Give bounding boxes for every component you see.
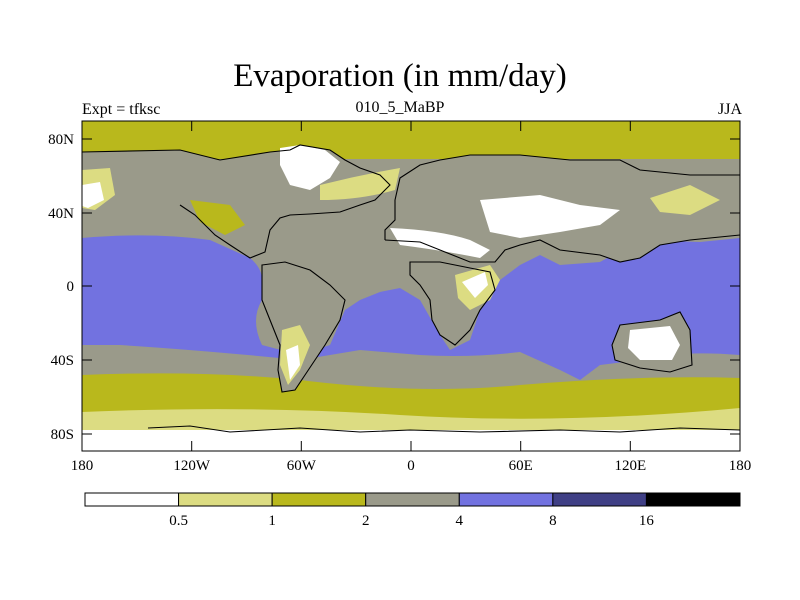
- lon-label: 180: [729, 458, 752, 474]
- period-label: 010_5_MaBP: [355, 99, 445, 116]
- color-bar-label: 1: [268, 513, 276, 529]
- coastlines: [82, 144, 740, 433]
- chart-title: Evaporation (in mm/day): [233, 58, 567, 94]
- map-field: [82, 121, 740, 451]
- field-dry-east-africa: [462, 272, 488, 298]
- color-bar-swatch: [458, 492, 554, 507]
- lon-label: 120E: [614, 458, 646, 474]
- color-bar-label: 16: [639, 513, 655, 529]
- color-bar-swatch: [645, 492, 741, 507]
- lon-label: 60E: [509, 458, 533, 474]
- color-bar: [84, 492, 741, 507]
- field-dry-sahara: [390, 228, 490, 258]
- color-bar-swatch: [178, 492, 273, 507]
- color-bar-label: 0.5: [169, 513, 188, 529]
- lon-label: 60W: [287, 458, 317, 474]
- field-yellow-western-na: [190, 200, 245, 235]
- field-dry-alaska: [82, 182, 104, 208]
- color-bar-swatch: [271, 492, 367, 507]
- lat-label: 0: [67, 279, 75, 295]
- axis-ticks: [82, 121, 740, 451]
- lat-label: 40S: [51, 353, 74, 369]
- lon-label: 180: [71, 458, 94, 474]
- color-bar-label: 2: [362, 513, 370, 529]
- lat-label: 80S: [51, 427, 74, 443]
- experiment-label: Expt = tfksc: [82, 101, 161, 118]
- field-dry-central-asia: [480, 195, 620, 238]
- field-light-northeast-asia: [650, 185, 720, 215]
- field-dry-australia: [628, 326, 680, 360]
- color-bar-swatch: [84, 492, 180, 507]
- lon-label: 0: [407, 458, 415, 474]
- color-bar-swatch: [365, 492, 460, 507]
- color-bar-swatch: [552, 492, 647, 507]
- field-dry-south-america: [286, 345, 300, 380]
- field-dry-greenland: [280, 145, 340, 190]
- field-antarctic: [82, 430, 740, 451]
- lat-label: 80N: [48, 132, 74, 148]
- color-bar-label: 8: [549, 513, 557, 529]
- lat-label: 40N: [48, 206, 74, 222]
- field-light-north-atlantic: [320, 168, 400, 200]
- color-bar-labels: 0.5 1 2 4 8 16: [169, 513, 654, 529]
- field-tropical-ocean: [82, 235, 740, 380]
- season-label: JJA: [717, 101, 742, 118]
- color-bar-label: 4: [456, 513, 464, 529]
- lon-label: 120W: [173, 458, 211, 474]
